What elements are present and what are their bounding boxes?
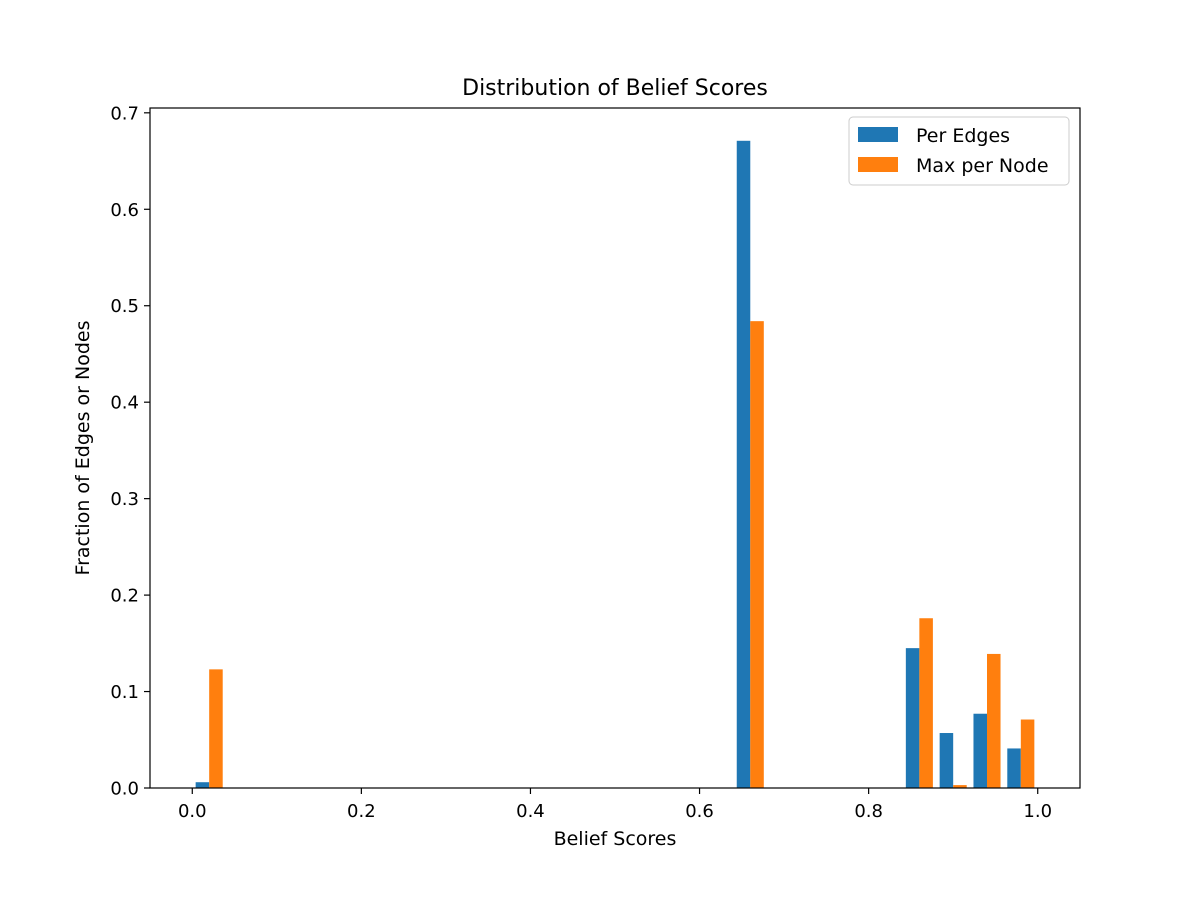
legend-label-per-edges: Per Edges	[916, 125, 1010, 147]
x-axis-ticks: 0.0 0.2 0.4 0.6 0.8 1.0	[178, 788, 1052, 822]
bar-per-edges-bin-21	[905, 648, 920, 788]
bar-max-per-node-bin-24	[1020, 719, 1035, 788]
y-axis-ticks: 0.0 0.1 0.2 0.3 0.4 0.5 0.6 0.7	[110, 103, 150, 800]
bar-per-edges-bin-0	[195, 782, 210, 788]
y-tick-label: 0.4	[110, 393, 139, 414]
x-tick-label: 0.6	[685, 801, 714, 822]
y-tick-label: 0.3	[110, 489, 139, 510]
x-tick-label: 1.0	[1023, 801, 1052, 822]
y-tick-label: 0.6	[110, 200, 139, 221]
y-tick-label: 0.5	[110, 296, 139, 317]
bar-max-per-node-bin-16	[750, 321, 764, 788]
bar-max-per-node-bin-23	[987, 653, 1001, 788]
legend-label-max-per-node: Max per Node	[916, 155, 1049, 177]
legend-swatch-per-edges	[858, 127, 898, 142]
y-tick-label: 0.1	[110, 682, 139, 703]
x-tick-label: 0.4	[516, 801, 545, 822]
x-tick-label: 0.0	[178, 801, 207, 822]
y-tick-label: 0.0	[110, 779, 139, 800]
chart-title: Distribution of Belief Scores	[462, 76, 768, 101]
x-tick-label: 0.2	[347, 801, 376, 822]
x-tick-label: 0.8	[854, 801, 883, 822]
legend-swatch-max-per-node	[858, 157, 898, 172]
y-tick-label: 0.7	[110, 103, 139, 124]
bar-per-edges-bin-23	[973, 713, 987, 788]
bar-per-edges-bin-24	[1007, 748, 1021, 788]
y-tick-label: 0.2	[110, 586, 139, 607]
bar-per-edges-bin-22	[939, 733, 954, 788]
bar-per-edges-bin-16	[736, 140, 751, 789]
bars-layer	[195, 140, 1035, 789]
bar-max-per-node-bin-0	[209, 669, 223, 788]
x-axis-label: Belief Scores	[554, 828, 677, 850]
bar-max-per-node-bin-22	[953, 785, 967, 788]
y-axis-label: Fraction of Edges or Nodes	[72, 321, 94, 576]
legend-box	[848, 116, 1070, 186]
legend: Per Edges Max per Node	[848, 116, 1070, 186]
bar-max-per-node-bin-21	[919, 618, 933, 788]
plot-frame	[149, 107, 1081, 789]
